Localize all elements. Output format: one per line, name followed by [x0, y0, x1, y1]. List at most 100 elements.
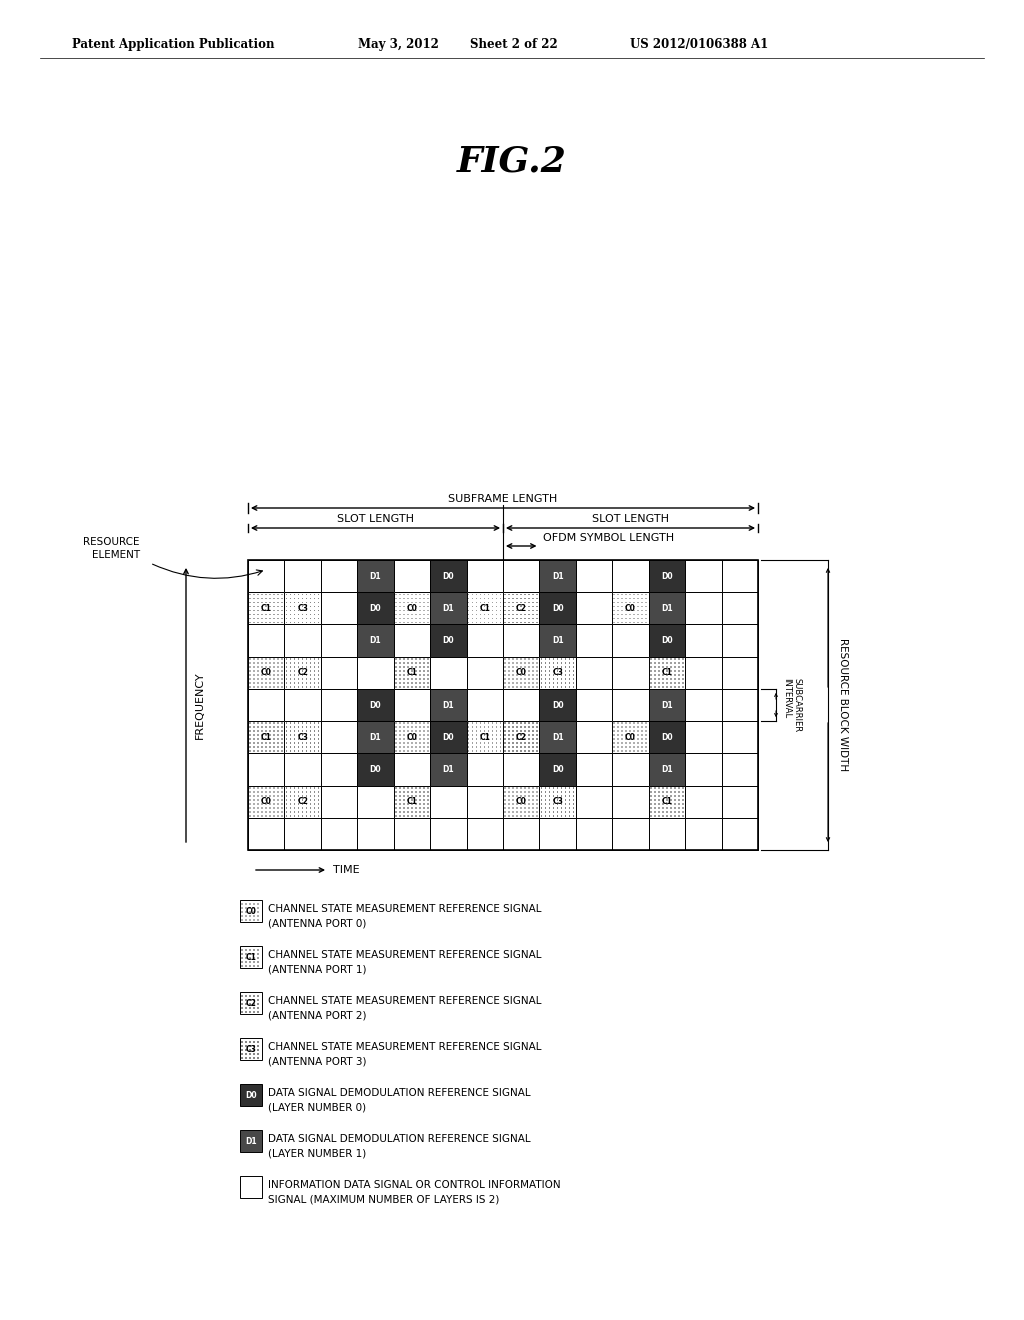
Bar — [298, 606, 299, 607]
Bar — [612, 689, 649, 721]
Text: D0: D0 — [245, 1090, 257, 1100]
Bar — [650, 675, 651, 676]
Bar — [317, 722, 319, 725]
Bar — [313, 606, 315, 607]
Bar — [290, 657, 292, 660]
Bar — [317, 678, 319, 680]
Bar — [398, 746, 400, 748]
Bar — [395, 606, 396, 607]
Bar — [657, 675, 659, 676]
Bar — [257, 602, 259, 603]
Bar — [278, 657, 279, 660]
Bar — [662, 671, 664, 672]
Bar — [240, 900, 262, 921]
Bar — [641, 610, 643, 611]
Bar — [504, 657, 506, 660]
Bar — [537, 598, 538, 599]
Bar — [427, 810, 429, 813]
Bar — [685, 721, 722, 754]
Bar — [286, 803, 288, 805]
Bar — [634, 726, 635, 729]
Bar — [265, 671, 267, 672]
Bar — [261, 686, 263, 688]
Bar — [245, 965, 247, 966]
Bar — [504, 799, 506, 801]
Bar — [423, 795, 425, 797]
Bar — [309, 814, 311, 817]
Bar — [645, 734, 647, 737]
Bar — [537, 799, 538, 801]
Bar — [549, 678, 550, 680]
Bar — [657, 791, 659, 793]
Bar — [553, 803, 554, 805]
Bar — [423, 791, 425, 793]
Text: D0: D0 — [442, 636, 455, 645]
Bar — [617, 746, 620, 748]
Bar — [415, 663, 417, 664]
Bar — [653, 671, 655, 672]
Bar — [241, 961, 243, 962]
Bar — [492, 606, 494, 607]
Bar — [657, 671, 659, 672]
Bar — [682, 787, 684, 788]
Bar — [564, 814, 566, 817]
Bar — [253, 734, 255, 737]
Bar — [294, 722, 295, 725]
Bar — [508, 671, 510, 672]
Bar — [722, 624, 758, 656]
Bar — [282, 807, 283, 809]
Bar — [253, 1053, 255, 1055]
Bar — [249, 610, 251, 611]
Bar — [682, 663, 684, 664]
Bar — [476, 606, 477, 607]
Bar — [273, 606, 274, 607]
Bar — [524, 807, 526, 809]
Bar — [395, 667, 396, 668]
Bar — [423, 803, 425, 805]
Bar — [301, 622, 303, 623]
Bar — [641, 722, 643, 725]
Bar — [670, 803, 672, 805]
Bar — [476, 598, 477, 599]
Bar — [423, 730, 425, 733]
Bar — [487, 742, 489, 744]
Bar — [516, 795, 518, 797]
Bar — [520, 738, 522, 741]
Bar — [245, 995, 247, 997]
Bar — [427, 791, 429, 793]
Bar — [305, 730, 307, 733]
Bar — [415, 799, 417, 801]
Bar — [516, 814, 518, 817]
Bar — [278, 738, 279, 741]
Bar — [496, 738, 498, 741]
Bar — [419, 598, 421, 599]
Bar — [290, 738, 292, 741]
Bar — [261, 678, 263, 680]
Bar — [313, 618, 315, 619]
Bar — [273, 742, 274, 744]
Bar — [564, 667, 566, 668]
Bar — [626, 730, 627, 733]
Bar — [532, 742, 534, 744]
Bar — [650, 678, 651, 680]
Bar — [305, 618, 307, 619]
Bar — [541, 814, 543, 817]
Bar — [423, 807, 425, 809]
Bar — [241, 995, 243, 997]
Bar — [265, 686, 267, 688]
Bar — [487, 746, 489, 748]
Bar — [423, 726, 425, 729]
Bar — [572, 682, 574, 684]
Bar — [564, 787, 566, 788]
Bar — [532, 606, 534, 607]
Bar — [520, 791, 522, 793]
Bar — [273, 686, 274, 688]
Bar — [678, 810, 680, 813]
Bar — [241, 957, 243, 958]
Bar — [249, 919, 251, 921]
Bar — [430, 593, 467, 624]
Bar — [532, 799, 534, 801]
Bar — [613, 614, 615, 615]
Text: C1: C1 — [246, 953, 256, 961]
Bar — [257, 738, 259, 741]
